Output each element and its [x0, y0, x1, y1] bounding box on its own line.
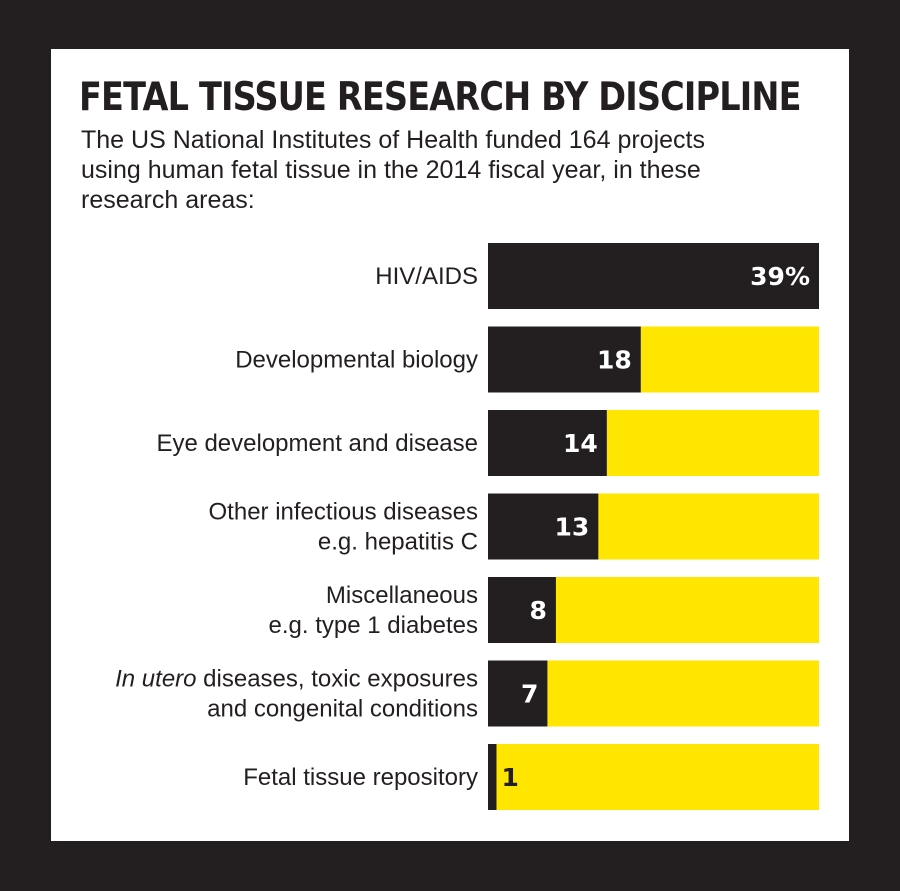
bar-value-label: 7 — [521, 680, 538, 709]
bar — [488, 410, 607, 476]
bar-category-label: e.g. hepatitis C — [318, 529, 478, 556]
bar-value-label: 14 — [563, 429, 598, 458]
bar-category-label: e.g. type 1 diabetes — [269, 612, 478, 639]
bar-category-label: Eye development and disease — [156, 430, 478, 457]
bar-row: 39% HIV/AIDS — [375, 243, 819, 309]
bar-category-label: Developmental biology — [235, 347, 478, 374]
bar — [488, 577, 556, 643]
bar-row: 7 In utero diseases, toxic exposures and c… — [115, 660, 819, 727]
bar-row: 13 Other infectious diseases e.g. hepatiti… — [209, 493, 819, 560]
bar-category-label: HIV/AIDS — [375, 263, 478, 290]
bar — [488, 660, 548, 727]
bar-value-label: 8 — [529, 596, 546, 625]
bar-category-label: Other infectious diseases — [209, 499, 478, 526]
bar-value-label: 18 — [597, 346, 632, 375]
label-text: diseases, toxic exposures — [197, 666, 478, 693]
bar-value-label: 13 — [555, 513, 590, 542]
bar-row: 8 Miscellaneous e.g. type 1 diabetes — [269, 577, 819, 643]
bar — [488, 493, 599, 560]
bar-row: 18 Developmental biology — [235, 326, 819, 393]
bar — [488, 326, 641, 393]
bar — [488, 744, 497, 810]
subtitle-line: research areas: — [81, 186, 255, 214]
infographic-card: FETAL TISSUE RESEARCH BY DISCIPLINE The … — [51, 49, 849, 841]
bar-category-label: Miscellaneous — [326, 582, 478, 609]
subtitle-line: using human fetal tissue in the 2014 fis… — [81, 156, 701, 184]
chart-subtitle: The US National Institutes of Health fun… — [81, 125, 801, 215]
bar — [488, 243, 819, 309]
bar-category-label: In utero diseases, toxic exposures — [115, 666, 478, 693]
bar-category-label: and congenital conditions — [207, 696, 478, 723]
bar-row: 1 Fetal tissue repository — [243, 744, 819, 810]
italic-term: In utero — [115, 666, 196, 693]
bar-row: 14 Eye development and disease — [156, 410, 819, 476]
bar-remainder — [488, 744, 819, 810]
bar-value-label: 39% — [750, 262, 810, 291]
subtitle-line: The US National Institutes of Health fun… — [81, 126, 705, 154]
chart-title: FETAL TISSUE RESEARCH BY DISCIPLINE — [79, 75, 801, 120]
bar-category-label: Fetal tissue repository — [243, 764, 478, 791]
bar-value-label: 1 — [501, 763, 518, 792]
